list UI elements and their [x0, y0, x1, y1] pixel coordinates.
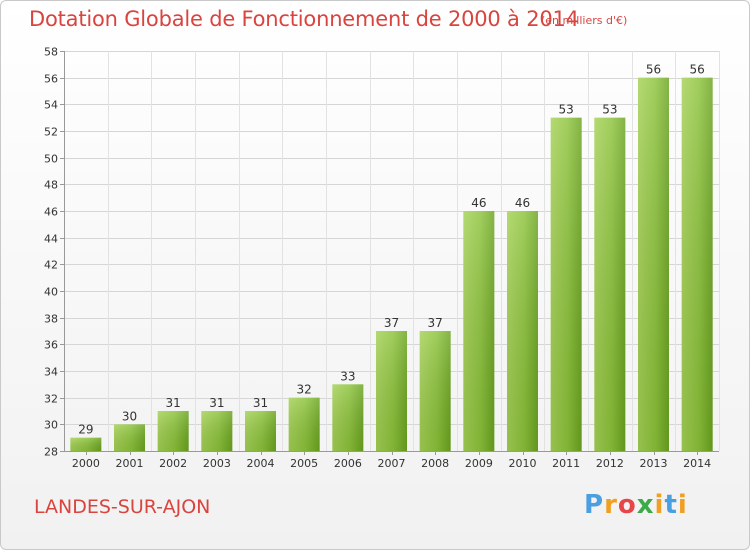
y-tick-label: 52 [44, 126, 58, 139]
data-label: 32 [297, 383, 312, 397]
bar-shade [507, 211, 538, 451]
bars [70, 77, 713, 452]
data-label: 53 [602, 103, 617, 117]
data-label: 30 [122, 409, 137, 423]
y-tick-label: 36 [44, 339, 58, 352]
bar-shade [288, 397, 320, 451]
data-labels: 29 30 31 31 31 32 33 37 37 46 46 53 53 56 56 [78, 63, 705, 437]
y-tick-label: 56 [44, 73, 58, 86]
y-tick-label: 32 [44, 393, 58, 406]
y-tick-label: 46 [44, 206, 58, 219]
bar-shade [376, 331, 407, 451]
x-tick-label: 2003 [203, 457, 231, 470]
x-tick-label: 2006 [334, 457, 362, 470]
proxiti-logo: Proxiti [584, 490, 688, 520]
data-label: 53 [559, 103, 574, 117]
x-tick-label: 2011 [552, 457, 580, 470]
bar-shade [114, 424, 145, 451]
bar-shade [550, 117, 582, 452]
x-tick-label: 2002 [159, 457, 187, 470]
data-label: 46 [515, 196, 530, 210]
x-tick-label: 2008 [421, 457, 449, 470]
data-label: 33 [340, 369, 355, 383]
x-tick-label: 2004 [247, 457, 275, 470]
bar-shade [201, 411, 233, 451]
x-tick-label: 2005 [290, 457, 318, 470]
data-label: 31 [209, 396, 224, 410]
x-tick-label: 2009 [465, 457, 493, 470]
x-tick-label: 2010 [509, 457, 537, 470]
y-tick-label: 38 [44, 313, 58, 326]
bar-shade [594, 117, 626, 452]
data-label: 29 [78, 423, 93, 437]
y-tick-label: 28 [44, 446, 58, 459]
y-tick-label: 34 [44, 366, 58, 379]
x-tick-label: 2001 [116, 457, 144, 470]
commune-name: LANDES-SUR-AJON [34, 496, 211, 518]
data-label: 37 [384, 316, 399, 330]
bar-shade [332, 384, 364, 451]
data-label: 56 [646, 63, 661, 77]
bar-shade [157, 411, 189, 451]
bar-shade [245, 411, 276, 451]
data-label: 31 [253, 396, 268, 410]
y-tick-label: 48 [44, 179, 58, 192]
x-tick-label: 2000 [72, 457, 100, 470]
y-tick-label: 40 [44, 286, 58, 299]
y-tick-label: 54 [44, 99, 58, 112]
bar-shade [419, 331, 451, 451]
chart-subtitle: (en milliers d'€) [541, 14, 628, 27]
x-tick-label: 2013 [640, 457, 668, 470]
y-tick-label: 30 [44, 419, 58, 432]
data-label: 31 [166, 396, 181, 410]
data-label: 37 [428, 316, 443, 330]
x-tick-label: 2014 [683, 457, 711, 470]
chart-title: Dotation Globale de Fonctionnement de 20… [29, 7, 579, 31]
y-tick-label: 44 [44, 233, 58, 246]
y-tick-label: 58 [44, 46, 58, 59]
bar-shade [638, 77, 669, 452]
bar-shade [70, 437, 102, 451]
y-tick-label: 42 [44, 259, 58, 272]
x-tick-label: 2007 [378, 457, 406, 470]
axes: 28 30 32 34 36 38 40 42 44 46 48 50 52 54 56 58 2000 2001… [44, 46, 719, 470]
y-tick-label: 50 [44, 153, 58, 166]
x-tick-label: 2012 [596, 457, 624, 470]
data-label: 46 [471, 196, 486, 210]
bar-shade [463, 211, 495, 451]
data-label: 56 [690, 63, 705, 77]
bar-shade [681, 77, 713, 452]
